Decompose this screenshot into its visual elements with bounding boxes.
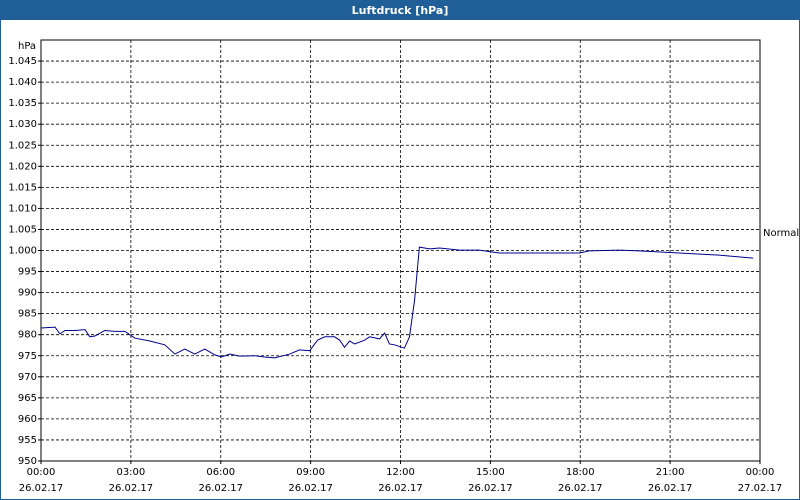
y-tick-label: 985 [18, 309, 37, 320]
x-tick-label-line: 09:00 [296, 467, 325, 478]
y-tick-label: 970 [18, 372, 37, 383]
x-tick-label-line: 00:00 [27, 467, 56, 478]
x-tick-label-line: 18:00 [566, 467, 595, 478]
x-tick-label-line: 00:00 [746, 467, 775, 478]
x-tick-label: 15:00 26.02.17 [468, 467, 513, 494]
y-tick-label: 1.010 [8, 203, 37, 214]
y-tick-label: 1.035 [8, 98, 37, 109]
y-tick-label: 950 [18, 456, 37, 467]
title-bar [0, 0, 800, 20]
x-tick-label-line: 26.02.17 [648, 483, 693, 494]
line-series [40, 246, 754, 359]
x-tick-label: 21:00 26.02.17 [648, 467, 693, 494]
x-tick-label-line: 06:00 [206, 467, 235, 478]
x-tick-label-line: 26.02.17 [288, 483, 333, 494]
x-tick-label-line: 26.02.17 [558, 483, 603, 494]
y-tick-label: 1.020 [8, 161, 37, 172]
y-tick-label: 1.000 [8, 246, 37, 257]
y-tick-label: 995 [18, 267, 37, 278]
x-tick-label-line: 27.02.17 [738, 483, 783, 494]
x-tick-label-line: 26.02.17 [109, 483, 154, 494]
y-tick-label: 975 [18, 351, 37, 362]
x-tick-label-line: 26.02.17 [19, 483, 64, 494]
y-tick-label: 1.015 [8, 182, 37, 193]
x-tick-label: 06:00 26.02.17 [198, 467, 243, 494]
y-tick-label: 965 [18, 393, 37, 404]
x-tick-label: 00:00 26.02.17 [19, 467, 64, 494]
x-tick-label-line: 03:00 [116, 467, 145, 478]
x-tick-label-line: 26.02.17 [378, 483, 423, 494]
y-tick-label: 960 [18, 414, 37, 425]
y-tick-label: 1.045 [8, 56, 37, 67]
y-tick-label: 990 [18, 288, 37, 299]
y-tick-label: 955 [18, 435, 37, 446]
x-tick-label-line: 21:00 [656, 467, 685, 478]
plot-frame [40, 39, 761, 462]
x-tick-label-line: 26.02.17 [198, 483, 243, 494]
x-tick-label-line: 15:00 [476, 467, 505, 478]
chart-title: Luftdruck [hPa] [352, 4, 449, 17]
y-tick-label: 980 [18, 330, 37, 341]
x-tick-label: 00:00 27.02.17 [738, 467, 783, 494]
x-tick-label: 09:00 26.02.17 [288, 467, 333, 494]
x-tick-label: 18:00 26.02.17 [558, 467, 603, 494]
x-tick-label-line: 12:00 [386, 467, 415, 478]
y-tick-label: 1.005 [8, 224, 37, 235]
y-tick-label: 1.030 [8, 119, 37, 130]
annotation: Normal [763, 228, 799, 239]
y-tick-label: 1.040 [8, 77, 37, 88]
x-tick-label: 12:00 26.02.17 [378, 467, 423, 494]
x-tick-label-line: 26.02.17 [468, 483, 513, 494]
y-axis-label: hPa [18, 41, 36, 52]
y-tick-label: 1.025 [8, 140, 37, 151]
x-tick-label: 03:00 26.02.17 [109, 467, 154, 494]
